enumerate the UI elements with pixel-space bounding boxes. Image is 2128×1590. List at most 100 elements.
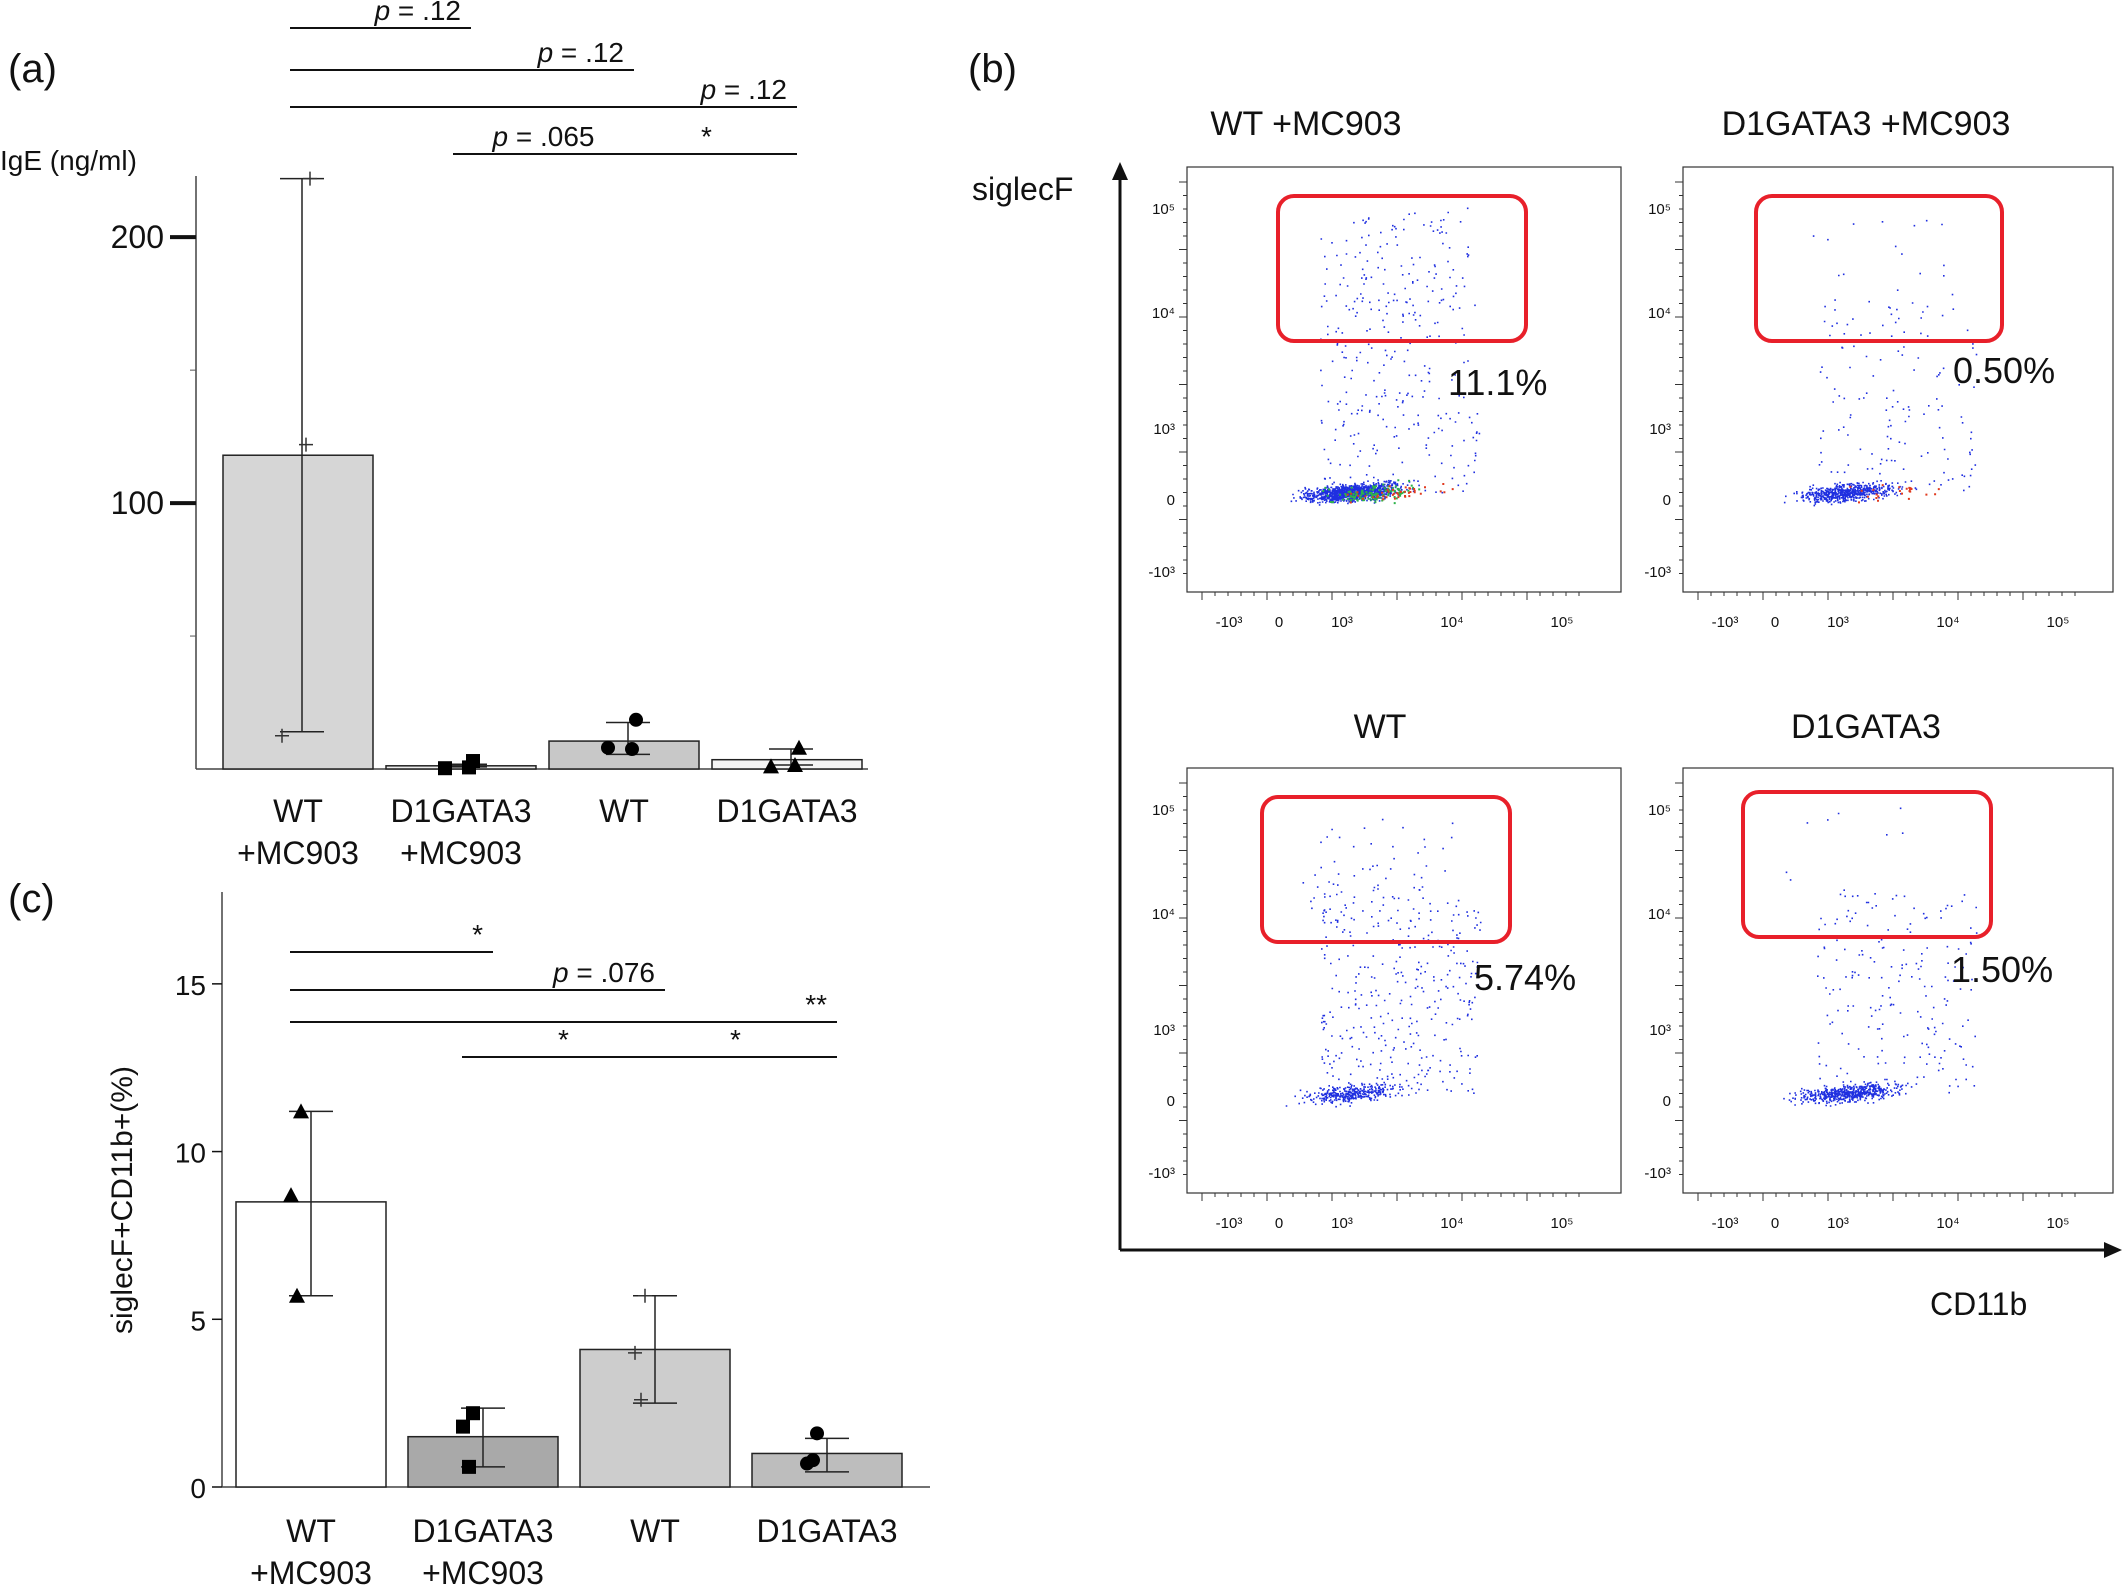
flow-y-tick-label: 10³ bbox=[1153, 1022, 1175, 1039]
comparison-label: * bbox=[701, 121, 712, 152]
panel-label-a: (a) bbox=[8, 47, 57, 91]
flow-x-tick-label: -10³ bbox=[1216, 614, 1243, 631]
flow-events-dense bbox=[1322, 479, 1421, 505]
p-symbol: p bbox=[537, 37, 554, 68]
data-point bbox=[806, 1453, 820, 1468]
flow-y-tick-label: 10⁵ bbox=[1152, 201, 1175, 218]
p-value: * bbox=[472, 919, 483, 950]
category-label: D1GATA3 bbox=[412, 1513, 553, 1549]
flow-y-tick-label: 0 bbox=[1167, 492, 1175, 509]
panel-label-c: (c) bbox=[8, 877, 55, 921]
flow-plot-title: WT bbox=[1354, 708, 1407, 746]
flow-y-tick-label: 0 bbox=[1663, 1093, 1671, 1110]
p-symbol: p bbox=[492, 121, 509, 152]
data-point bbox=[462, 760, 476, 775]
y-tick-label: 0 bbox=[190, 1473, 206, 1504]
p-symbol: p bbox=[374, 0, 391, 26]
data-point bbox=[763, 758, 779, 774]
p-value: = .065 bbox=[508, 121, 594, 152]
gate-rectangle bbox=[1276, 194, 1528, 343]
comparison-label: p = .065 bbox=[492, 121, 595, 152]
gate-percent-label: 11.1% bbox=[1448, 362, 1547, 403]
flow-x-tick-label: 10⁵ bbox=[2047, 1215, 2070, 1232]
flow-plot: WT -10³ 0 10³ 10⁴ 10⁵ 10⁵ 10⁴ 10³ 0 -10³ 5.74% bbox=[1148, 708, 1622, 1232]
data-point bbox=[601, 740, 615, 755]
panel-label-b: (b) bbox=[968, 47, 1017, 91]
p-value: = .12 bbox=[390, 0, 461, 26]
flow-y-tick-label: -10³ bbox=[1644, 564, 1671, 581]
flow-events-dense bbox=[1849, 484, 1940, 504]
category-label: +MC903 bbox=[400, 835, 522, 871]
flow-x-tick-label: 0 bbox=[1771, 614, 1779, 631]
comparison-label: p = .12 bbox=[537, 37, 624, 68]
flow-x-tick-label: 10⁴ bbox=[1440, 614, 1463, 631]
category-label: +MC903 bbox=[422, 1555, 544, 1590]
comparison-label: p = .12 bbox=[374, 0, 461, 26]
p-symbol: p bbox=[552, 957, 569, 988]
data-point bbox=[625, 742, 639, 757]
comparison-label: * bbox=[472, 919, 483, 950]
category-label: WT bbox=[599, 793, 649, 829]
category-label: +MC903 bbox=[250, 1555, 372, 1590]
comparison-label: * bbox=[730, 1024, 741, 1055]
flow-plot: D1GATA3 -10³ 0 10³ 10⁴ 10⁵ 10⁵ 10⁴ 10³ 0 -10³ 1.50% bbox=[1644, 708, 2114, 1232]
flow-plot-frame bbox=[1682, 767, 2114, 1194]
category-label: D1GATA3 bbox=[756, 1513, 897, 1549]
y-tick-label: 200 bbox=[111, 219, 164, 255]
flow-y-axis-arrowhead bbox=[1112, 162, 1128, 180]
y-axis-label-c: siglecF+CD11b+(%) bbox=[106, 1066, 139, 1334]
flow-y-tick-label: 10⁵ bbox=[1152, 802, 1175, 819]
bar bbox=[222, 454, 374, 770]
flow-plot: D1GATA3 +MC903 -10³ 0 10³ 10⁴ 10⁵ 10⁵ 10⁴ 10³ 0 -1… bbox=[1644, 105, 2114, 631]
data-point bbox=[438, 761, 452, 776]
flow-y-tick-label: 10⁴ bbox=[1152, 906, 1175, 923]
flow-y-tick-label: 0 bbox=[1663, 492, 1671, 509]
data-point bbox=[791, 739, 807, 755]
comparison-label: ** bbox=[805, 989, 827, 1020]
data-point bbox=[283, 1187, 299, 1203]
category-label: WT bbox=[286, 1513, 336, 1549]
y-tick-label: 100 bbox=[111, 485, 164, 521]
p-value: * bbox=[558, 1024, 569, 1055]
category-label: D1GATA3 bbox=[390, 793, 531, 829]
flow-plot-title: D1GATA3 bbox=[1791, 708, 1941, 746]
flow-x-tick-label: 10⁴ bbox=[1936, 614, 1959, 631]
flow-x-axis-label: CD11b bbox=[1930, 1286, 2027, 1322]
data-point bbox=[466, 1406, 480, 1421]
flow-y-tick-label: 10⁴ bbox=[1648, 305, 1671, 322]
flow-y-tick-label: -10³ bbox=[1148, 1165, 1175, 1182]
data-point bbox=[634, 1392, 648, 1407]
flow-x-tick-label: 10⁵ bbox=[1551, 614, 1574, 631]
p-value: = .12 bbox=[553, 37, 624, 68]
category-label: D1GATA3 bbox=[716, 793, 857, 829]
flow-axis-ticks bbox=[1179, 782, 1580, 1201]
flow-y-tick-label: -10³ bbox=[1148, 564, 1175, 581]
flow-x-tick-label: 10⁵ bbox=[2047, 614, 2070, 631]
flow-axis-ticks bbox=[1179, 181, 1580, 600]
flow-x-tick-label: 0 bbox=[1275, 614, 1283, 631]
y-tick-label: 15 bbox=[175, 970, 206, 1001]
gate-percent-label: 5.74% bbox=[1474, 957, 1576, 998]
flow-x-tick-label: 0 bbox=[1771, 1215, 1779, 1232]
flow-x-tick-label: 10³ bbox=[1331, 1215, 1353, 1232]
data-point bbox=[810, 1426, 824, 1441]
data-point bbox=[456, 1419, 470, 1434]
flow-axis-ticks bbox=[1675, 181, 2076, 600]
gate-rectangle bbox=[1754, 194, 2004, 343]
data-point bbox=[303, 171, 317, 186]
flow-y-tick-label: 10⁵ bbox=[1648, 802, 1671, 819]
flow-x-axis-arrowhead bbox=[2104, 1242, 2122, 1258]
p-symbol: p bbox=[700, 74, 717, 105]
flow-y-tick-label: 10³ bbox=[1153, 421, 1175, 438]
flow-cytometry-panel: siglecF CD11b WT +MC903 -10³ 0 10³ 10⁴ 10⁵ 10⁵… bbox=[972, 105, 2122, 1322]
gate-percent-label: 0.50% bbox=[1953, 350, 2055, 391]
flow-x-tick-label: 10⁵ bbox=[1551, 1215, 1574, 1232]
comparison-label: p = .076 bbox=[552, 957, 655, 988]
flow-plot-frame bbox=[1186, 166, 1622, 593]
flow-x-tick-label: 10⁴ bbox=[1936, 1215, 1959, 1232]
flow-plot-title: WT +MC903 bbox=[1210, 105, 1401, 143]
flow-x-tick-label: 10³ bbox=[1827, 614, 1849, 631]
flow-y-axis-label: siglecF bbox=[972, 171, 1073, 207]
